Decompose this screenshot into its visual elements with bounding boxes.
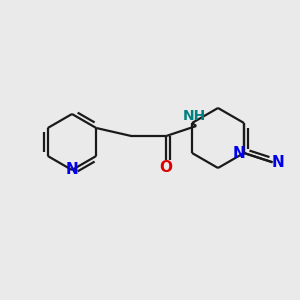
Text: N: N	[66, 163, 78, 178]
Text: N: N	[232, 146, 245, 160]
Text: O: O	[160, 160, 173, 175]
Text: N: N	[271, 155, 284, 170]
Text: NH: NH	[183, 109, 206, 123]
